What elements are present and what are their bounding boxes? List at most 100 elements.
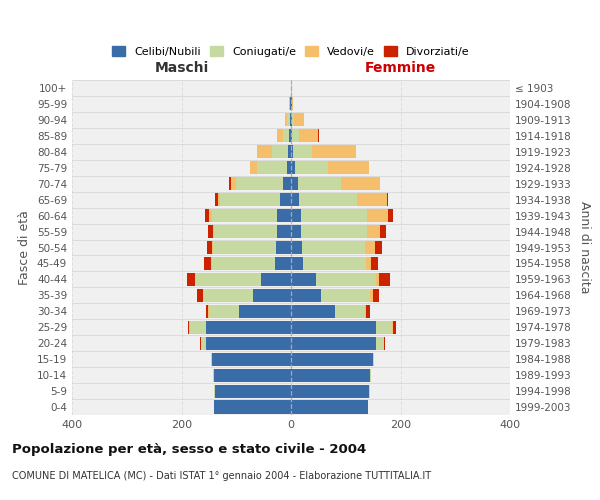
Legend: Celibi/Nubili, Coniugati/e, Vedovi/e, Divorziati/e: Celibi/Nubili, Coniugati/e, Vedovi/e, Di… bbox=[108, 42, 474, 62]
Bar bbox=[291, 209, 301, 222]
Bar bbox=[379, 273, 389, 286]
Bar bbox=[291, 289, 321, 302]
Bar bbox=[200, 336, 206, 350]
Bar bbox=[190, 320, 206, 334]
Bar bbox=[302, 241, 365, 254]
Bar bbox=[220, 193, 280, 206]
Bar bbox=[376, 320, 392, 334]
Bar bbox=[375, 241, 382, 254]
Bar bbox=[291, 368, 370, 382]
Bar bbox=[295, 161, 328, 174]
Bar bbox=[373, 352, 374, 366]
Bar bbox=[384, 336, 385, 350]
Bar bbox=[275, 241, 291, 254]
Bar bbox=[215, 384, 291, 398]
Bar bbox=[335, 305, 365, 318]
Bar bbox=[211, 352, 212, 366]
Bar bbox=[209, 305, 239, 318]
Bar bbox=[287, 114, 290, 126]
Bar bbox=[291, 130, 292, 142]
Bar bbox=[321, 289, 370, 302]
Bar bbox=[239, 305, 291, 318]
Bar bbox=[213, 368, 214, 382]
Bar bbox=[341, 177, 380, 190]
Bar bbox=[206, 320, 291, 334]
Bar bbox=[212, 209, 277, 222]
Bar bbox=[303, 257, 366, 270]
Bar bbox=[272, 145, 288, 158]
Bar bbox=[205, 257, 211, 270]
Bar bbox=[277, 130, 283, 142]
Bar bbox=[291, 336, 376, 350]
Bar bbox=[291, 257, 303, 270]
Bar bbox=[208, 225, 213, 238]
Bar bbox=[291, 305, 335, 318]
Bar bbox=[229, 177, 231, 190]
Bar bbox=[290, 114, 291, 126]
Bar bbox=[214, 225, 277, 238]
Bar bbox=[299, 130, 318, 142]
Bar bbox=[298, 177, 341, 190]
Bar bbox=[313, 145, 356, 158]
Bar bbox=[291, 193, 299, 206]
Bar bbox=[292, 114, 294, 126]
Bar bbox=[366, 305, 370, 318]
Bar bbox=[288, 145, 291, 158]
Bar bbox=[376, 273, 379, 286]
Bar bbox=[380, 225, 386, 238]
Bar bbox=[206, 305, 208, 318]
Bar bbox=[292, 98, 293, 110]
Bar bbox=[206, 241, 212, 254]
Bar bbox=[365, 305, 366, 318]
Bar bbox=[356, 193, 387, 206]
Bar bbox=[215, 193, 218, 206]
Bar bbox=[257, 161, 287, 174]
Bar bbox=[316, 273, 376, 286]
Bar bbox=[203, 289, 253, 302]
Bar bbox=[253, 289, 291, 302]
Bar bbox=[291, 161, 295, 174]
Bar bbox=[214, 400, 291, 413]
Y-axis label: Fasce di età: Fasce di età bbox=[19, 210, 31, 285]
Bar bbox=[371, 257, 378, 270]
Bar bbox=[205, 209, 209, 222]
Bar bbox=[365, 241, 375, 254]
Bar bbox=[292, 130, 299, 142]
Bar bbox=[291, 241, 302, 254]
Bar bbox=[373, 289, 379, 302]
Bar bbox=[291, 177, 298, 190]
Bar bbox=[376, 336, 384, 350]
Bar bbox=[301, 225, 367, 238]
Bar bbox=[370, 289, 373, 302]
Bar bbox=[283, 177, 291, 190]
Y-axis label: Anni di nascita: Anni di nascita bbox=[578, 201, 591, 294]
Bar bbox=[370, 368, 371, 382]
Bar bbox=[195, 273, 261, 286]
Bar bbox=[285, 114, 287, 126]
Bar bbox=[328, 161, 369, 174]
Bar bbox=[301, 209, 367, 222]
Bar bbox=[213, 225, 214, 238]
Bar bbox=[236, 177, 283, 190]
Bar bbox=[214, 368, 291, 382]
Bar bbox=[392, 320, 394, 334]
Bar bbox=[206, 336, 291, 350]
Text: Maschi: Maschi bbox=[154, 61, 209, 75]
Bar bbox=[369, 384, 370, 398]
Bar bbox=[367, 225, 380, 238]
Bar bbox=[209, 209, 212, 222]
Bar bbox=[366, 257, 371, 270]
Bar bbox=[250, 161, 257, 174]
Bar bbox=[283, 130, 289, 142]
Bar bbox=[231, 177, 236, 190]
Bar bbox=[277, 225, 291, 238]
Text: Femmine: Femmine bbox=[365, 61, 436, 75]
Bar bbox=[299, 193, 356, 206]
Bar bbox=[197, 289, 203, 302]
Text: COMUNE DI MATELICA (MC) - Dati ISTAT 1° gennaio 2004 - Elaborazione TUTTITALIA.I: COMUNE DI MATELICA (MC) - Dati ISTAT 1° … bbox=[12, 471, 431, 481]
Bar bbox=[187, 273, 194, 286]
Bar bbox=[291, 145, 293, 158]
Bar bbox=[257, 145, 272, 158]
Text: Popolazione per età, sesso e stato civile - 2004: Popolazione per età, sesso e stato civil… bbox=[12, 442, 366, 456]
Bar bbox=[388, 209, 393, 222]
